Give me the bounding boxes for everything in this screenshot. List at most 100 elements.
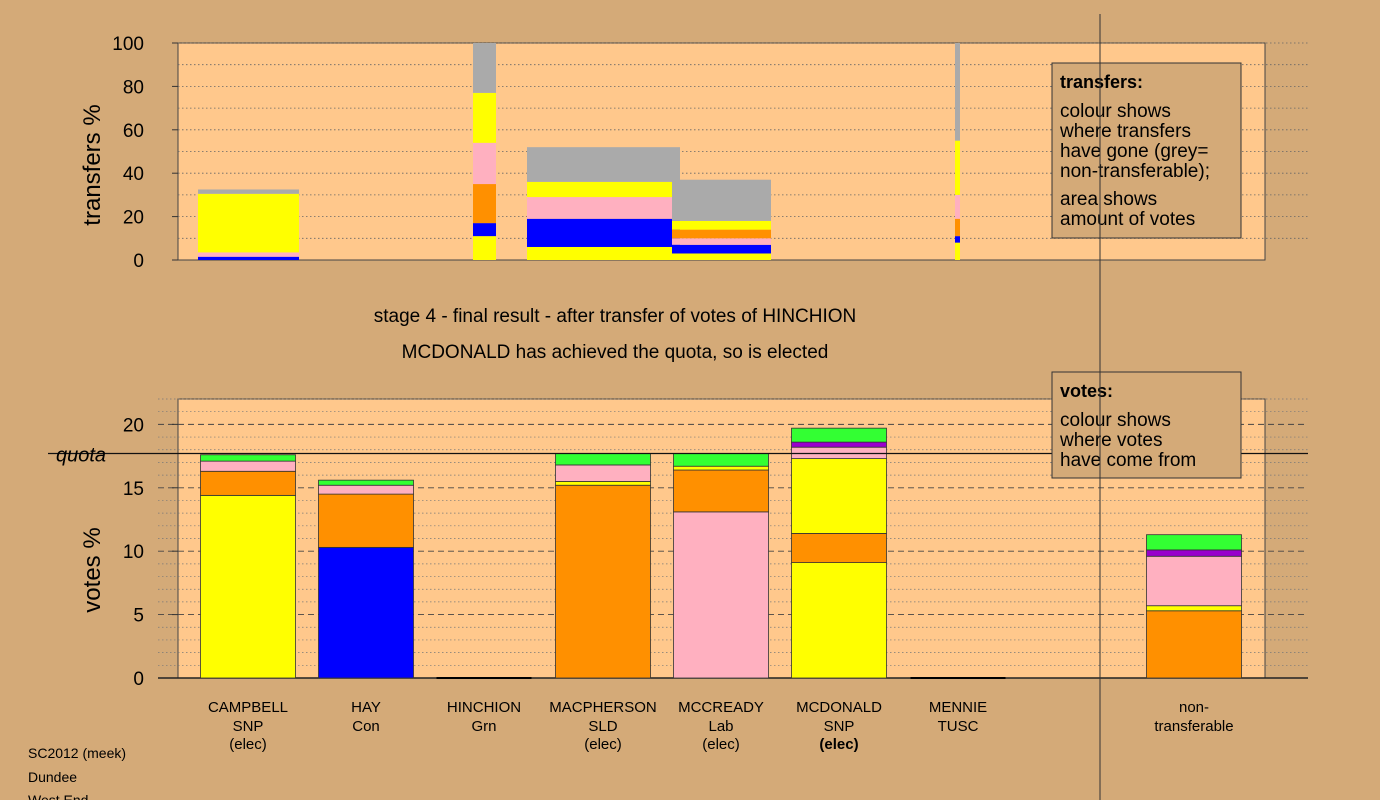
votes-tick-label: 10 [123, 542, 144, 563]
transfer-segment-mcdonald [955, 242, 960, 260]
candidate-party: transferable [1154, 718, 1233, 735]
transfer-segment-hinchion [473, 92, 496, 143]
vote-segment-macpherson [555, 481, 651, 486]
candidate-party: SNP [824, 718, 855, 735]
transfer-segment-campbell [198, 193, 299, 253]
transfers-tick-label: 40 [123, 164, 144, 185]
votes-tick-label: 0 [133, 669, 144, 690]
transfers-tick-label: 20 [123, 208, 144, 229]
votes-legend-box [1051, 371, 1242, 479]
transfers-legend-title: transfers: [1060, 72, 1143, 92]
votes-ylabel: votes % [79, 527, 106, 612]
transfers-ylabel: transfers % [79, 104, 106, 225]
vote-segment-mcdonald [791, 533, 887, 563]
transfer-segment-macpherson [527, 218, 680, 247]
candidate-name: CAMPBELL [208, 699, 288, 716]
candidate-status: (elec) [702, 736, 740, 753]
vote-segment-mccready [673, 469, 769, 513]
votes-tick-label: 20 [123, 415, 144, 436]
stage-title: stage 4 - final result - after transfer … [374, 306, 857, 327]
candidate-name: HAY [351, 699, 381, 716]
candidate-name: non- [1179, 699, 1209, 716]
transfer-segment-macpherson [527, 181, 680, 198]
transfers-legend-line: area shows [1060, 189, 1157, 210]
vote-segment-mccready [673, 511, 769, 679]
transfers-legend-line: colour shows [1060, 101, 1171, 122]
transfer-segment-hinchion [473, 142, 496, 185]
transfer-segment-macpherson [527, 246, 680, 260]
candidate-status: (elec) [229, 736, 267, 753]
candidate-name: MACPHERSON [549, 699, 657, 716]
transfer-segment-mcdonald [955, 236, 960, 243]
vote-segment-mccready [673, 465, 769, 471]
votes-tick-label: 15 [123, 479, 144, 500]
vote-segment-mcdonald [791, 562, 887, 679]
transfer-segment-macpherson [527, 197, 680, 219]
candidate-party: Con [352, 718, 380, 735]
votes-legend-line: have come from [1060, 450, 1196, 471]
vote-segment-non [1146, 610, 1242, 679]
vote-segment-hay [318, 493, 414, 548]
candidate-name: HINCHION [447, 699, 521, 716]
candidate-party: Grn [471, 718, 496, 735]
vote-segment-campbell [200, 460, 296, 472]
candidate-party: SLD [588, 718, 617, 735]
vote-segment-mcdonald [791, 441, 887, 448]
candidate-status: (elec) [819, 736, 858, 753]
transfer-segment-mccready [672, 253, 771, 260]
stage-subtitle: MCDONALD has achieved the quota, so is e… [402, 342, 829, 363]
transfer-segment-hinchion [473, 236, 496, 260]
candidate-party: SNP [233, 718, 264, 735]
transfer-segment-hinchion [473, 223, 496, 237]
transfer-segment-mcdonald [955, 218, 960, 237]
candidate-party: Lab [708, 718, 733, 735]
transfers-legend-box [1051, 62, 1242, 239]
candidate-name: MENNIE [929, 699, 987, 716]
vote-segment-non [1146, 534, 1242, 551]
vote-segment-hay [318, 479, 414, 486]
vote-segment-campbell [200, 494, 296, 679]
transfers-legend-line: non-transferable); [1060, 161, 1210, 182]
transfer-segment-mccready [672, 179, 771, 221]
candidate-name: MCCREADY [678, 699, 764, 716]
vote-segment-hay [318, 546, 414, 679]
candidate-party: TUSC [938, 718, 979, 735]
vote-segment-mcdonald [791, 458, 887, 534]
transfer-segment-hinchion [473, 184, 496, 224]
transfers-legend-line: where transfers [1059, 121, 1191, 142]
vote-segment-macpherson [555, 453, 651, 466]
transfer-segment-mcdonald [955, 140, 960, 195]
transfer-segment-campbell [198, 252, 299, 257]
votes-panel: 05101520CAMPBELLSNP(elec)HAYConHINCHIONG… [48, 371, 1308, 753]
footer-ward: West End [28, 792, 88, 800]
transfer-segment-mccready [672, 229, 771, 239]
vote-segment-macpherson [555, 464, 651, 482]
transfers-panel: 0 20 40 60 80 100 transfers: colour showswhere … [112, 34, 1308, 272]
transfers-tick-label: 100 [112, 34, 144, 55]
transfer-segment-macpherson [527, 147, 680, 182]
vote-segment-non [1146, 549, 1242, 557]
candidate-name: MCDONALD [796, 699, 882, 716]
vote-segment-non [1146, 605, 1242, 612]
transfer-segment-mccready [672, 244, 771, 254]
vote-segment-hay [318, 484, 414, 495]
footer-election: SC2012 (meek) [28, 745, 126, 761]
votes-legend-line: where votes [1059, 430, 1162, 451]
transfers-tick-label: 80 [123, 77, 144, 98]
vote-segment-campbell [200, 470, 296, 496]
transfer-segment-mccready [672, 220, 771, 230]
vote-segment-mcdonald [791, 427, 887, 443]
transfers-legend-line: have gone (grey= [1060, 141, 1208, 162]
transfer-segment-hinchion [473, 43, 496, 93]
transfer-segment-mcdonald [955, 194, 960, 219]
vote-segment-macpherson [555, 484, 651, 679]
transfer-segment-campbell [198, 189, 299, 194]
vote-segment-non [1146, 555, 1242, 607]
candidate-status: (elec) [584, 736, 622, 753]
transfer-segment-mccready [672, 238, 771, 245]
vote-segment-campbell [200, 454, 296, 462]
votes-legend-title: votes: [1060, 381, 1113, 401]
transfers-legend-line: amount of votes [1060, 209, 1195, 230]
